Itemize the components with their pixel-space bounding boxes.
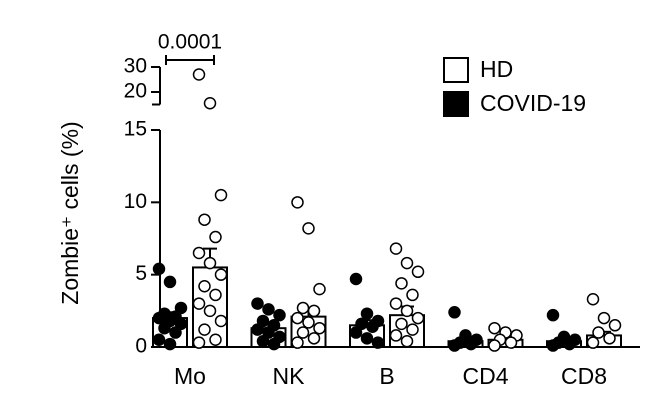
data-point (546, 339, 560, 352)
x-tick-label: NK (273, 363, 306, 389)
data-point (395, 317, 408, 331)
data-point (152, 262, 166, 276)
data-point (198, 279, 211, 293)
data-point (158, 321, 171, 335)
y-tick-label: 15 (124, 118, 147, 141)
data-point (174, 317, 188, 331)
data-point (203, 304, 217, 318)
data-point (313, 282, 326, 296)
data-point (592, 326, 605, 339)
data-point (192, 336, 206, 349)
legend-swatch (443, 91, 469, 117)
data-point (411, 265, 425, 279)
data-point (302, 316, 315, 329)
data-point (209, 333, 222, 347)
data-point (291, 336, 304, 349)
data-point (360, 332, 374, 345)
data-point (366, 320, 379, 333)
data-point (209, 230, 222, 244)
x-tick-label: Mo (174, 363, 206, 389)
data-point (198, 323, 211, 336)
x-tick-label: B (379, 363, 394, 389)
data-point (198, 213, 211, 226)
legend-label: HD (480, 56, 513, 82)
y-tick-label: 30 (124, 55, 147, 78)
data-point (586, 293, 600, 306)
data-point (400, 334, 414, 348)
y-axis-label: Zombie⁺ cells (%) (57, 121, 83, 304)
data-point (488, 339, 501, 352)
data-point (586, 336, 600, 349)
data-point (192, 297, 206, 310)
data-point (296, 326, 310, 339)
data-point (214, 268, 228, 281)
data-point (152, 333, 166, 347)
data-point (395, 277, 408, 290)
data-point (163, 275, 177, 289)
data-point (291, 311, 304, 325)
data-point (273, 308, 286, 322)
data-point (448, 306, 461, 319)
data-point (371, 336, 385, 349)
data-point (152, 311, 166, 325)
data-point (267, 337, 281, 351)
data-point (504, 336, 518, 349)
annotation: 0.0001 (158, 31, 222, 54)
data-point (400, 304, 414, 318)
data-point (406, 288, 419, 302)
data-point (597, 311, 611, 325)
legend-swatch (443, 57, 469, 83)
x-tick-label: CD8 (561, 363, 607, 389)
data-point (203, 256, 217, 270)
y-tick-label: 10 (124, 190, 147, 213)
data-point (546, 308, 560, 322)
data-point (563, 337, 576, 351)
data-point (214, 314, 228, 328)
data-point (192, 68, 206, 81)
data-point (400, 256, 414, 270)
data-point (209, 288, 222, 302)
data-point (349, 272, 363, 286)
data-point (603, 332, 616, 345)
y-tick-label: 20 (124, 80, 147, 103)
data-point (302, 222, 315, 235)
data-point (349, 326, 363, 339)
data-point (307, 304, 321, 318)
data-point (256, 314, 270, 328)
data-point (448, 339, 461, 352)
data-point (411, 311, 425, 325)
data-point (214, 188, 228, 202)
data-point (389, 329, 403, 342)
data-point (488, 321, 501, 335)
data-point (174, 301, 188, 315)
data-point (256, 334, 270, 348)
data-point (389, 242, 403, 255)
x-tick-label: CD4 (462, 363, 508, 389)
data-point (608, 319, 622, 332)
y-tick-label: 0 (135, 335, 147, 358)
data-point (203, 97, 217, 110)
data-point (389, 297, 403, 310)
data-point (291, 196, 304, 209)
data-point (406, 323, 419, 336)
data-point (163, 337, 177, 351)
y-tick-label: 5 (135, 262, 147, 285)
data-point (360, 307, 374, 320)
data-point (251, 297, 264, 310)
data-point (464, 337, 478, 351)
data-point (296, 301, 310, 315)
data-point (262, 326, 275, 339)
data-point (307, 332, 321, 345)
data-point (262, 303, 275, 316)
data-point (313, 321, 326, 335)
data-point (192, 246, 206, 260)
data-point (169, 326, 182, 339)
data-point (251, 323, 264, 336)
legend-label: COVID-19 (480, 90, 586, 116)
